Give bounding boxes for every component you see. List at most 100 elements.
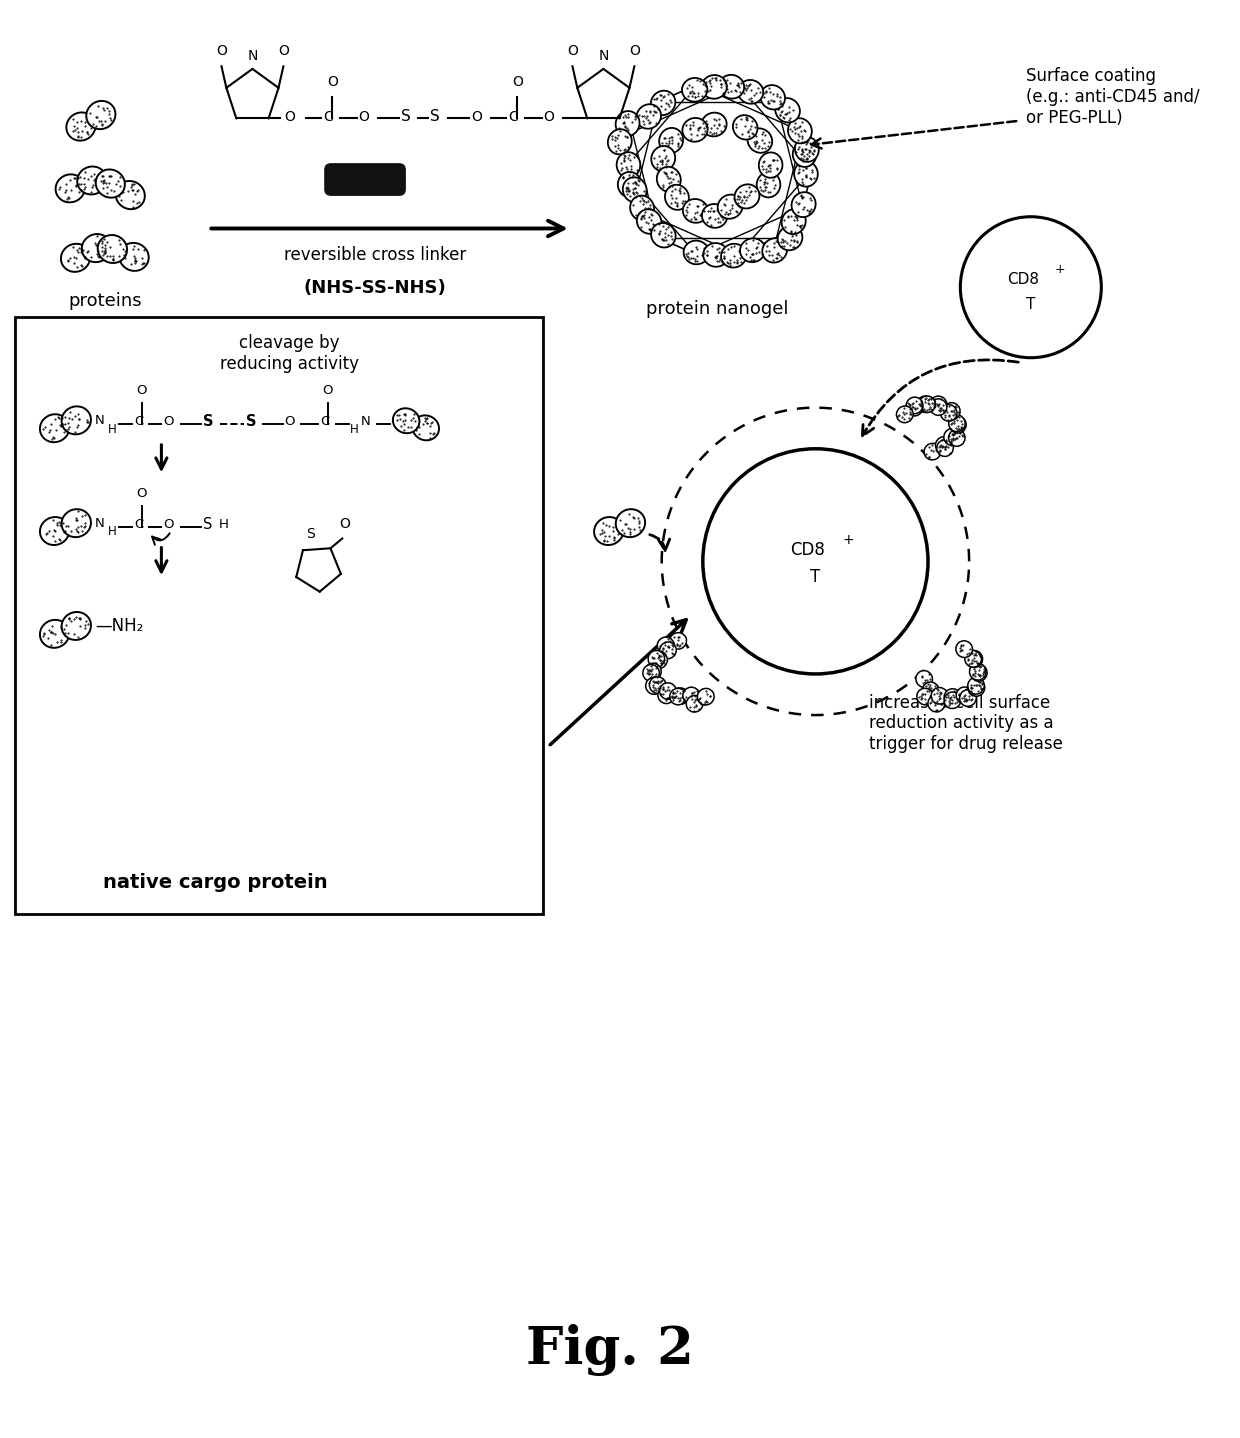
Text: O: O [629,45,640,59]
Ellipse shape [930,398,947,416]
Text: Fig. 2: Fig. 2 [526,1323,693,1376]
Ellipse shape [718,194,743,219]
Ellipse shape [651,651,667,669]
Text: N: N [94,516,104,529]
Ellipse shape [966,650,982,667]
Ellipse shape [960,690,976,706]
Ellipse shape [40,518,69,545]
Ellipse shape [665,184,689,210]
Ellipse shape [703,243,729,266]
Ellipse shape [756,173,780,197]
Text: O: O [512,75,523,89]
Ellipse shape [697,689,714,705]
Ellipse shape [733,115,758,139]
Text: (NHS-SS-NHS): (NHS-SS-NHS) [304,279,446,298]
Ellipse shape [636,104,661,129]
Ellipse shape [906,400,923,416]
Ellipse shape [928,696,945,712]
Ellipse shape [916,689,934,705]
Text: S: S [202,516,212,532]
Ellipse shape [672,687,688,705]
Ellipse shape [67,112,95,141]
Text: S: S [306,526,315,541]
Text: C: C [508,109,518,124]
Text: O: O [339,516,350,531]
Ellipse shape [702,204,727,227]
Ellipse shape [944,403,960,420]
Ellipse shape [956,687,973,703]
Ellipse shape [950,416,966,433]
Ellipse shape [740,239,765,262]
Ellipse shape [686,696,703,712]
Ellipse shape [670,689,687,705]
Ellipse shape [949,414,965,431]
Ellipse shape [777,226,802,250]
Ellipse shape [642,664,660,682]
Circle shape [960,217,1101,358]
Text: H: H [108,525,117,538]
Text: O: O [322,384,334,397]
Ellipse shape [792,141,816,167]
Text: O: O [284,414,294,429]
Ellipse shape [62,509,91,538]
FancyBboxPatch shape [325,164,405,196]
Ellipse shape [702,112,727,137]
Text: proteins: proteins [68,292,143,311]
Ellipse shape [923,682,939,699]
Ellipse shape [944,689,961,705]
Text: S: S [430,109,440,124]
Bar [15,316,543,913]
Ellipse shape [660,683,676,699]
Ellipse shape [940,404,957,421]
Text: increased cell surface
reduction activity as a
trigger for drug release: increased cell surface reduction activit… [869,693,1063,754]
Ellipse shape [618,173,641,197]
Ellipse shape [670,633,687,649]
Ellipse shape [924,443,941,460]
Ellipse shape [115,181,145,209]
Text: S: S [202,414,213,429]
Ellipse shape [594,518,624,545]
Text: Surface coating
(e.g.: anti-CD45 and/
or PEG-PLL): Surface coating (e.g.: anti-CD45 and/ or… [1025,68,1199,127]
Ellipse shape [650,677,666,693]
Ellipse shape [682,78,707,102]
Ellipse shape [734,184,759,209]
Ellipse shape [616,509,645,538]
Text: H: H [219,518,229,531]
Ellipse shape [763,239,787,263]
Ellipse shape [918,395,934,413]
Ellipse shape [622,177,647,203]
Ellipse shape [660,641,676,659]
Ellipse shape [781,209,806,234]
Text: H: H [351,423,360,436]
Ellipse shape [722,244,746,267]
Text: C: C [320,414,330,429]
Ellipse shape [944,692,961,709]
Ellipse shape [56,174,86,203]
Text: —NH₂: —NH₂ [94,617,143,636]
Text: N: N [598,49,609,63]
Text: O: O [164,414,174,429]
Text: N: N [247,49,258,63]
Ellipse shape [40,620,69,649]
Ellipse shape [77,167,107,194]
Ellipse shape [738,81,764,104]
Ellipse shape [62,613,91,640]
Text: N: N [361,414,371,429]
Text: S: S [401,109,410,124]
Text: reversible cross linker: reversible cross linker [284,246,466,265]
Ellipse shape [916,670,932,687]
Ellipse shape [657,637,675,654]
Text: T: T [1027,298,1035,312]
Text: H: H [108,423,117,436]
Ellipse shape [968,680,985,696]
Ellipse shape [82,234,112,262]
Ellipse shape [608,129,631,154]
Text: +: + [1055,263,1065,276]
Text: C: C [134,414,144,429]
Ellipse shape [660,128,683,152]
FancyArrowPatch shape [153,533,170,545]
Ellipse shape [413,416,439,440]
Ellipse shape [931,687,949,705]
Ellipse shape [795,137,818,162]
Text: O: O [567,45,578,59]
